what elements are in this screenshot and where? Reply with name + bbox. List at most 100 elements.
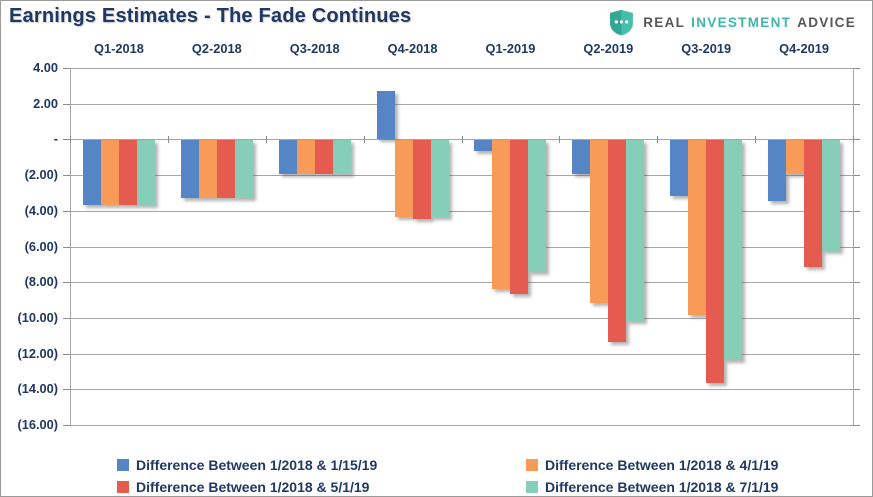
gridline bbox=[70, 103, 853, 105]
category-label-q1-2018: Q1-2018 bbox=[94, 41, 144, 56]
bar-q2-2018-s2 bbox=[198, 140, 217, 198]
category-axis-tick bbox=[265, 136, 267, 144]
shield-icon bbox=[610, 9, 634, 36]
y-axis-right-tick bbox=[853, 282, 860, 284]
bar-q3-2018-s3 bbox=[314, 140, 333, 175]
bar-q1-2019-s1 bbox=[474, 140, 493, 152]
bar-q2-2018-s3 bbox=[216, 140, 235, 198]
gridline bbox=[70, 246, 853, 248]
y-axis-right-tick bbox=[853, 103, 860, 105]
y-axis-right-tick bbox=[853, 68, 860, 69]
gridline bbox=[70, 68, 853, 69]
y-axis-tick-label: (8.00) bbox=[24, 274, 58, 290]
bar-q3-2019-s3 bbox=[706, 140, 725, 384]
bar-q1-2018-s3 bbox=[118, 140, 137, 205]
category-label-q3-2018: Q3-2018 bbox=[289, 41, 340, 56]
legend-label: Difference Between 1/2018 & 1/15/19 bbox=[136, 457, 378, 473]
legend-item: Difference Between 1/2018 & 4/1/19 bbox=[526, 457, 778, 473]
brand-word-advice: ADVICE bbox=[797, 15, 856, 30]
y-axis-tick bbox=[63, 68, 70, 69]
category-axis-tick bbox=[853, 136, 854, 144]
gridline bbox=[70, 317, 853, 319]
bar-q1-2019-s4 bbox=[528, 140, 547, 273]
y-axis-tick bbox=[63, 425, 70, 426]
legend-swatch bbox=[117, 459, 129, 471]
y-axis-right-tick bbox=[853, 210, 860, 212]
bar-q4-2019-s4 bbox=[822, 140, 841, 252]
y-axis-tick bbox=[63, 317, 70, 319]
bar-q4-2019-s2 bbox=[786, 140, 805, 175]
y-axis-tick bbox=[63, 103, 70, 105]
y-axis-tick-label: 2.00 bbox=[33, 95, 58, 111]
y-axis-right-tick bbox=[853, 317, 860, 319]
brand-word-real: REAL bbox=[643, 15, 686, 30]
chart-title: Earnings Estimates - The Fade Continues bbox=[9, 5, 412, 27]
category-axis-tick bbox=[461, 136, 463, 144]
y-axis-right-tick bbox=[853, 353, 860, 355]
legend-label: Difference Between 1/2018 & 5/1/19 bbox=[136, 479, 370, 495]
legend-swatch bbox=[526, 459, 538, 471]
category-axis-tick bbox=[657, 136, 659, 144]
bar-q4-2018-s4 bbox=[430, 140, 449, 218]
bar-q1-2019-s2 bbox=[492, 140, 511, 289]
gridline bbox=[70, 389, 853, 391]
y-axis-tick-label: (2.00) bbox=[24, 167, 58, 183]
brand-logo-text: REAL INVESTMENT ADVICE bbox=[643, 15, 856, 30]
gridline bbox=[70, 175, 853, 177]
category-axis-tick bbox=[70, 136, 71, 144]
y-axis-right-tick bbox=[853, 246, 860, 248]
y-axis-tick bbox=[63, 175, 70, 177]
bar-q2-2019-s2 bbox=[590, 140, 609, 303]
category-axis-tick bbox=[559, 136, 561, 144]
brand-logo: REAL INVESTMENT ADVICE bbox=[608, 9, 856, 36]
category-axis-tick bbox=[755, 136, 757, 144]
y-axis-tick bbox=[63, 353, 70, 355]
bar-q4-2018-s2 bbox=[394, 140, 413, 218]
bar-q2-2019-s3 bbox=[608, 140, 627, 343]
legend-swatch bbox=[117, 481, 129, 493]
category-label-q1-2019: Q1-2019 bbox=[485, 41, 536, 56]
bar-q3-2018-s2 bbox=[296, 140, 315, 175]
plot-right-border bbox=[853, 68, 854, 425]
y-axis-tick-label: (16.00) bbox=[17, 417, 58, 432]
y-axis-tick bbox=[63, 282, 70, 284]
bar-q1-2018-s1 bbox=[82, 140, 101, 205]
y-axis-tick bbox=[63, 246, 70, 248]
gridline bbox=[70, 425, 853, 426]
y-axis-tick-label: 4.00 bbox=[33, 60, 58, 75]
y-axis-tick bbox=[63, 139, 70, 141]
category-label-q3-2019: Q3-2019 bbox=[681, 41, 732, 56]
y-axis-right-tick bbox=[853, 389, 860, 391]
bar-q4-2019-s1 bbox=[768, 140, 787, 202]
y-axis-right-tick bbox=[853, 175, 860, 177]
gridline bbox=[70, 210, 853, 212]
y-axis-tick-label: (6.00) bbox=[24, 238, 58, 254]
bar-q2-2019-s1 bbox=[572, 140, 591, 175]
y-axis-tick bbox=[63, 210, 70, 212]
y-axis-tick-label: (4.00) bbox=[24, 202, 58, 218]
bar-q4-2018-s1 bbox=[376, 91, 395, 140]
legend-item: Difference Between 1/2018 & 1/15/19 bbox=[117, 457, 377, 473]
brand-word-investment: INVESTMENT bbox=[691, 15, 792, 30]
y-axis-tick bbox=[63, 389, 70, 391]
y-axis-tick-label: (14.00) bbox=[17, 381, 58, 397]
bar-q2-2019-s4 bbox=[626, 140, 645, 321]
y-axis-tick-label: - bbox=[53, 131, 58, 147]
y-axis-right-tick bbox=[853, 425, 860, 426]
bar-q1-2019-s3 bbox=[510, 140, 529, 294]
y-axis-tick-label: (12.00) bbox=[17, 345, 58, 361]
legend-swatch bbox=[526, 481, 538, 493]
category-label-q4-2019: Q4-2019 bbox=[779, 41, 829, 56]
category-label-q2-2019: Q2-2019 bbox=[583, 41, 634, 56]
bar-q3-2018-s1 bbox=[278, 140, 297, 175]
legend-item: Difference Between 1/2018 & 5/1/19 bbox=[117, 479, 369, 495]
bar-q4-2019-s3 bbox=[804, 140, 823, 268]
bar-q4-2018-s3 bbox=[412, 140, 431, 219]
category-label-q2-2018: Q2-2018 bbox=[191, 41, 242, 56]
bar-q1-2018-s2 bbox=[100, 140, 119, 205]
y-axis-right-tick bbox=[853, 139, 860, 141]
bar-q3-2019-s2 bbox=[688, 140, 707, 316]
gridline bbox=[70, 282, 853, 284]
legend-item: Difference Between 1/2018 & 7/1/19 bbox=[526, 479, 778, 495]
